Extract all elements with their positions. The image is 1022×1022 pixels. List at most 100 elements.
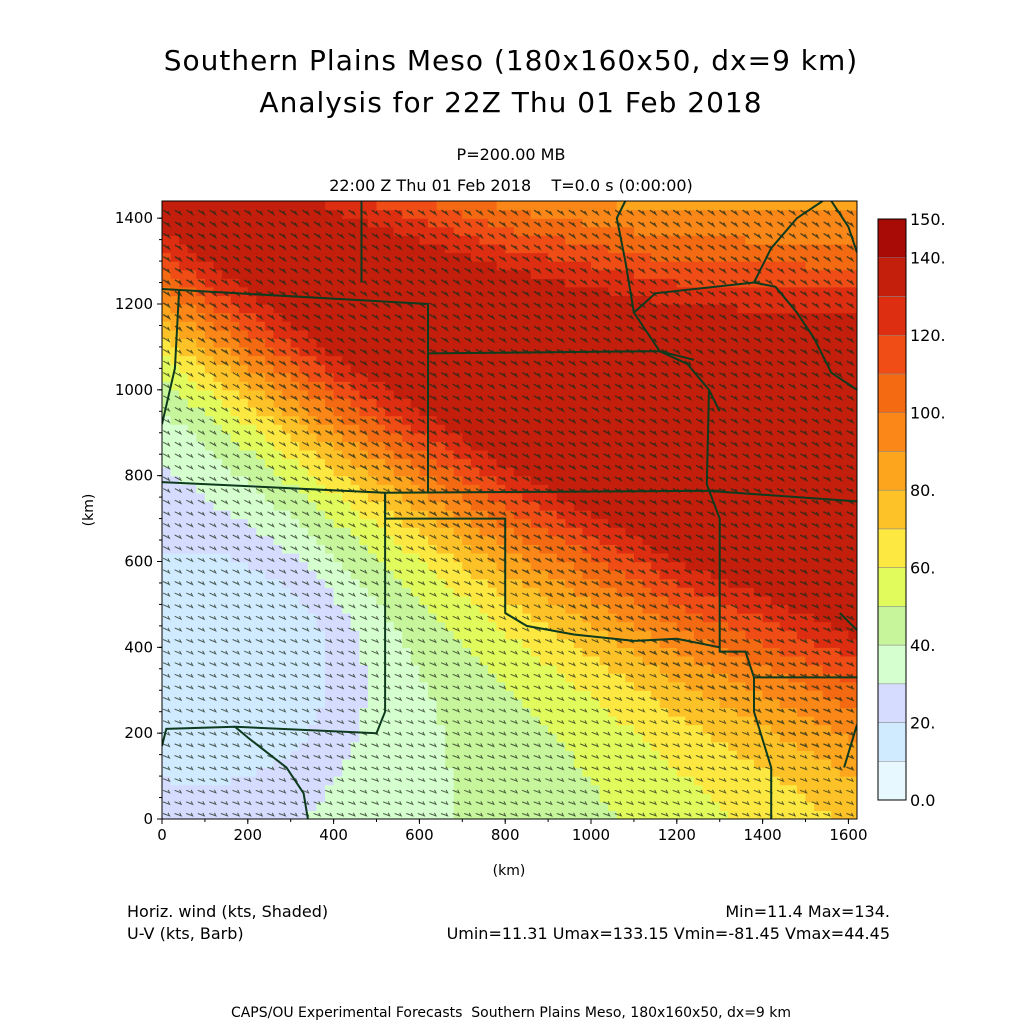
field-cell — [282, 449, 292, 460]
field-cell — [668, 261, 678, 271]
field-cell — [350, 424, 360, 434]
field-cell — [573, 295, 584, 305]
field-cell — [410, 269, 421, 279]
field-cell — [676, 295, 686, 305]
field-cell — [376, 226, 386, 236]
field-cell — [187, 604, 197, 614]
field-cell — [247, 475, 257, 485]
field-cell — [496, 389, 506, 400]
field-cell — [316, 793, 326, 803]
field-cell — [204, 415, 215, 425]
field-cell — [608, 527, 618, 537]
field-cell — [290, 638, 300, 648]
field-cell — [513, 621, 523, 631]
field-cell — [728, 226, 738, 236]
field-cell — [222, 801, 232, 812]
field-cell — [479, 458, 489, 468]
field-cell — [496, 261, 506, 271]
field-cell — [736, 690, 747, 700]
field-cell — [427, 321, 438, 331]
field-cell — [230, 664, 240, 674]
field-cell — [385, 527, 395, 537]
field-cell — [642, 578, 652, 588]
field-cell — [410, 707, 421, 717]
field-cell — [273, 638, 283, 648]
field-cell — [436, 321, 446, 331]
field-cell — [745, 261, 755, 271]
field-cell — [393, 278, 403, 288]
field-cell — [711, 690, 721, 700]
field-cell — [325, 261, 335, 271]
field-cell — [479, 381, 489, 391]
field-cell — [702, 707, 712, 717]
field-cell — [548, 733, 558, 743]
field-cell — [376, 750, 386, 760]
field-cell — [445, 458, 455, 468]
field-cell — [307, 261, 318, 271]
field-cell — [505, 329, 515, 339]
field-cell — [393, 475, 403, 485]
field-cell — [410, 664, 421, 674]
field-cell — [685, 604, 695, 614]
field-cell — [625, 535, 635, 545]
field-cell — [591, 201, 601, 211]
field-cell — [548, 570, 558, 580]
field-cell — [307, 655, 318, 666]
field-cell — [453, 372, 463, 382]
field-cell — [170, 750, 180, 760]
field-cell — [719, 518, 729, 528]
field-cell — [427, 364, 438, 374]
field-cell — [402, 398, 412, 408]
field-cell — [273, 681, 283, 691]
field-cell — [410, 201, 421, 211]
field-cell — [582, 561, 592, 571]
field-cell — [573, 544, 584, 554]
field-cell — [213, 561, 223, 571]
field-cell — [290, 338, 300, 348]
field-cell — [436, 544, 446, 554]
field-cell — [307, 810, 318, 819]
field-cell — [290, 321, 300, 331]
field-cell — [513, 767, 523, 777]
field-cell — [290, 441, 300, 451]
field-cell — [522, 226, 532, 236]
field-cell — [264, 552, 275, 563]
field-cell — [702, 235, 712, 245]
field-cell — [591, 801, 601, 812]
field-cell — [213, 449, 223, 460]
field-cell — [513, 758, 523, 769]
field-cell — [625, 793, 635, 803]
field-cell — [187, 793, 197, 803]
field-cell — [539, 535, 549, 545]
field-cell — [230, 295, 240, 305]
field-cell — [522, 613, 532, 623]
field-cell — [256, 364, 266, 374]
field-cell — [591, 269, 601, 279]
field-cell — [282, 801, 292, 812]
field-cell — [582, 286, 592, 297]
field-cell — [479, 492, 489, 503]
field-cell — [179, 758, 189, 769]
field-cell — [273, 286, 283, 297]
field-cell — [299, 372, 309, 382]
field-cell — [599, 767, 609, 777]
field-cell — [187, 801, 197, 812]
field-cell — [745, 235, 755, 245]
field-cell — [728, 750, 738, 760]
field-cell — [230, 690, 240, 700]
field-cell — [445, 801, 455, 812]
field-cell — [599, 338, 609, 348]
field-cell — [548, 458, 558, 468]
field-cell — [230, 698, 240, 709]
field-cell — [187, 372, 197, 382]
field-cell — [728, 535, 738, 545]
field-cell — [333, 329, 343, 339]
field-cell — [659, 535, 669, 545]
field-cell — [222, 364, 232, 374]
field-cell — [436, 647, 446, 657]
field-cell — [496, 329, 506, 339]
field-cell — [239, 518, 249, 528]
field-cell — [196, 304, 206, 314]
field-cell — [530, 355, 541, 365]
field-cell — [702, 587, 712, 597]
